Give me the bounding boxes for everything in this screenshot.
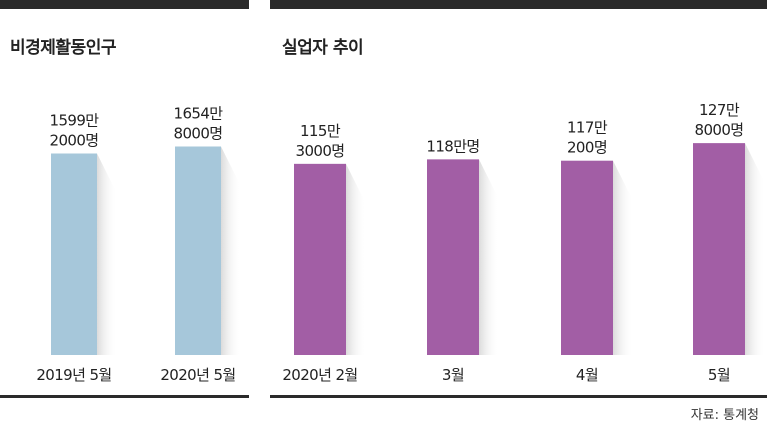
bar-shadow [97,153,117,355]
top-rule [0,0,249,9]
chart-panel-unemployed: 실업자 추이 115만 3000명 2020년 2월 118만명 3월 117만 200명 4… [270,0,767,398]
value-label: 115만 [300,122,341,140]
bar [561,160,613,355]
value-label: 1599만 [50,112,100,130]
bottom-rule [0,395,249,398]
bar-chart-economically-inactive: 1599만 2000명 2019년 5월 1654만 8000명 2020년 5월 [36,104,241,384]
source-note: 자료: 통계청 [690,408,759,423]
category-label: 4월 [576,366,598,384]
bar [175,146,221,355]
bar-shadow [613,160,633,355]
category-label: 3월 [442,366,464,384]
value-label: 200명 [567,139,607,157]
value-label: 3000명 [296,142,345,160]
bar-shadow [346,163,366,355]
bar [427,159,479,355]
chart-panel-economically-inactive: 비경제활동인구 1599만 2000명 2019년 5월 1654만 8000명 2020… [0,0,249,398]
value-label: 127만 [699,101,740,119]
category-label: 5월 [708,366,730,384]
bar-shadow [221,146,241,355]
bar [51,153,97,355]
value-label: 8000명 [695,121,744,139]
value-label: 118만명 [426,137,479,155]
bar-chart-unemployed: 115만 3000명 2020년 2월 118만명 3월 117만 200명 4월 127만 80… [282,101,765,384]
bar [294,163,346,355]
value-label: 117만 [567,119,608,137]
value-label: 8000명 [174,124,223,142]
bottom-rule [270,395,767,398]
category-label: 2020년 2월 [282,366,357,384]
bar-shadow [745,143,765,355]
top-rule [270,0,767,9]
category-label: 2020년 5월 [160,366,235,384]
bar [693,143,745,355]
chart-title: 비경제활동인구 [10,38,116,58]
value-label: 2000명 [50,132,99,150]
value-label: 1654만 [174,104,224,122]
bar-shadow [479,159,499,355]
chart-title: 실업자 추이 [282,38,364,58]
category-label: 2019년 5월 [36,366,111,384]
